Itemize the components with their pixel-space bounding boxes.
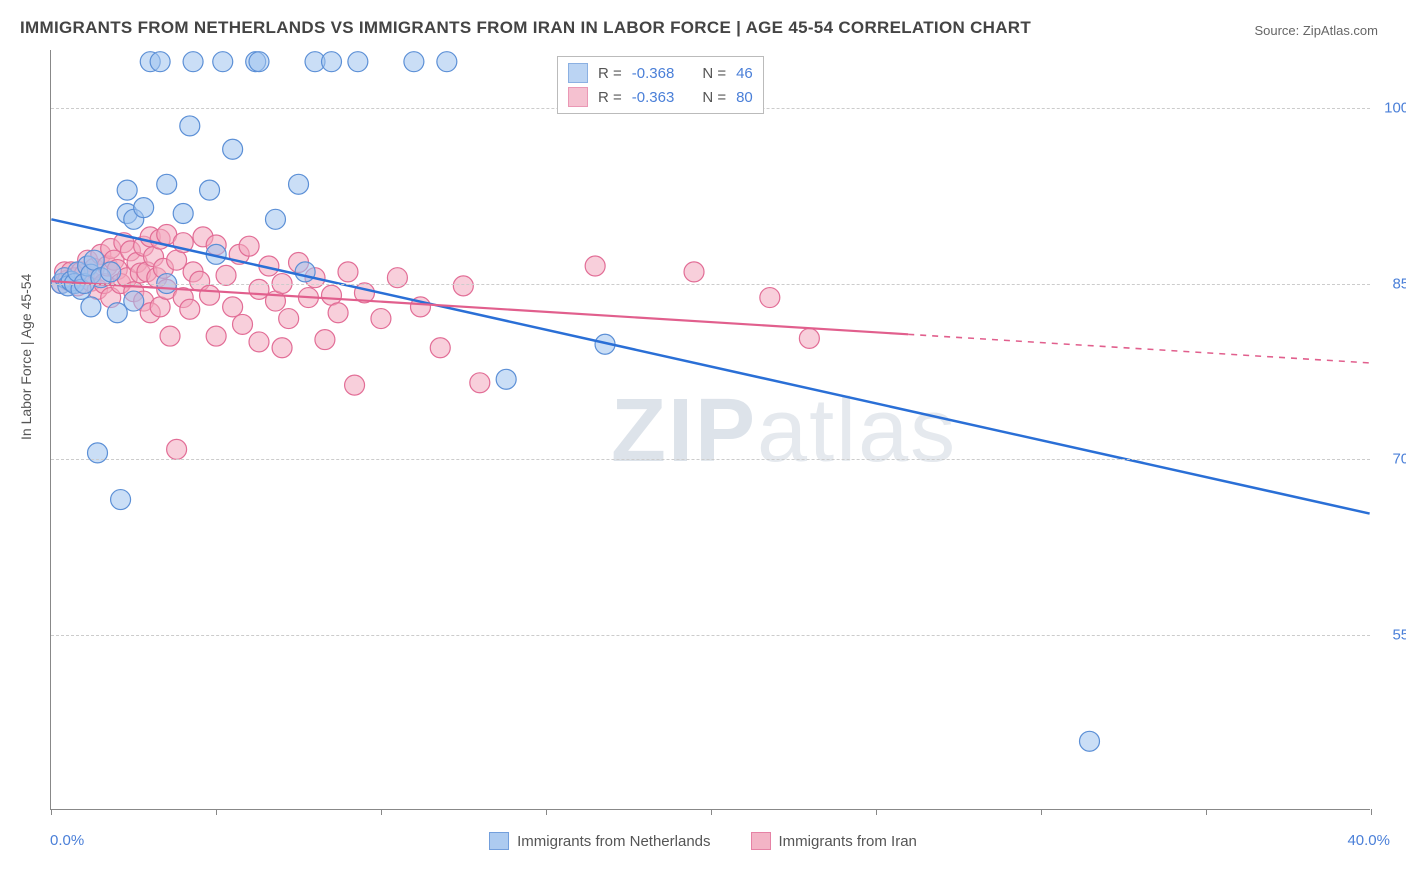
data-point — [216, 265, 236, 285]
x-tick — [381, 809, 382, 815]
stats-swatch — [568, 63, 588, 83]
data-point — [345, 375, 365, 395]
stats-row-netherlands: R = -0.368 N = 46 — [568, 61, 753, 85]
x-tick — [216, 809, 217, 815]
data-point — [585, 256, 605, 276]
data-point — [111, 490, 131, 510]
x-tick — [711, 809, 712, 815]
data-point — [684, 262, 704, 282]
legend-label-netherlands: Immigrants from Netherlands — [517, 833, 710, 850]
data-point — [124, 291, 144, 311]
stat-n-label: N = — [702, 89, 726, 106]
data-point — [173, 203, 193, 223]
legend-swatch-iran — [751, 832, 771, 850]
data-point — [223, 139, 243, 159]
stat-n-label: N = — [702, 65, 726, 82]
data-point — [160, 326, 180, 346]
data-point — [437, 52, 457, 72]
data-point — [239, 236, 259, 256]
legend-swatch-netherlands — [489, 832, 509, 850]
data-point — [101, 262, 121, 282]
stat-n-value: 80 — [736, 89, 753, 106]
stat-r-value: -0.368 — [632, 65, 675, 82]
data-point — [496, 369, 516, 389]
x-tick — [1206, 809, 1207, 815]
data-point — [117, 180, 137, 200]
x-tick — [51, 809, 52, 815]
data-point — [453, 276, 473, 296]
data-point — [328, 303, 348, 323]
trend-line — [51, 219, 1369, 513]
x-tick — [1041, 809, 1042, 815]
data-point — [322, 52, 342, 72]
source-name: ZipAtlas.com — [1303, 23, 1378, 38]
data-point — [799, 328, 819, 348]
data-point — [1080, 731, 1100, 751]
data-point — [404, 52, 424, 72]
data-point — [233, 314, 253, 334]
data-point — [157, 174, 177, 194]
legend-item-iran: Immigrants from Iran — [751, 832, 917, 850]
chart-title: IMMIGRANTS FROM NETHERLANDS VS IMMIGRANT… — [20, 18, 1031, 38]
data-point — [348, 52, 368, 72]
data-point — [167, 439, 187, 459]
stats-swatch — [568, 87, 588, 107]
y-tick-label: 85.0% — [1375, 275, 1406, 292]
gridline-h — [51, 284, 1370, 285]
data-point — [134, 198, 154, 218]
gridline-h — [51, 459, 1370, 460]
data-point — [295, 262, 315, 282]
plot-area: ZIPatlas 55.0%70.0%85.0%100.0% R =-0.368… — [50, 50, 1370, 810]
x-tick — [1371, 809, 1372, 815]
data-point — [371, 309, 391, 329]
data-point — [206, 326, 226, 346]
data-point — [279, 309, 299, 329]
chart-header: IMMIGRANTS FROM NETHERLANDS VS IMMIGRANT… — [0, 0, 1406, 46]
data-point — [249, 332, 269, 352]
y-tick-label: 55.0% — [1375, 626, 1406, 643]
x-tick — [546, 809, 547, 815]
source-attribution: Source: ZipAtlas.com — [1254, 23, 1378, 38]
data-point — [338, 262, 358, 282]
trend-line — [908, 334, 1369, 363]
stat-r-label: R = — [598, 65, 622, 82]
data-point — [265, 209, 285, 229]
data-point — [272, 338, 292, 358]
stat-r-value: -0.363 — [632, 89, 675, 106]
data-point — [760, 288, 780, 308]
data-point — [183, 52, 203, 72]
legend-label-iran: Immigrants from Iran — [779, 833, 917, 850]
data-point — [150, 52, 170, 72]
gridline-h — [51, 635, 1370, 636]
data-point — [470, 373, 490, 393]
stat-n-value: 46 — [736, 65, 753, 82]
stats-legend: R = -0.368 N = 46 R = -0.363 N = 80 — [557, 56, 764, 114]
data-point — [180, 299, 200, 319]
series-legend: Immigrants from Netherlands Immigrants f… — [0, 832, 1406, 850]
data-point — [200, 180, 220, 200]
data-point — [200, 285, 220, 305]
scatter-svg — [51, 50, 1370, 809]
data-point — [180, 116, 200, 136]
x-tick — [876, 809, 877, 815]
data-point — [223, 297, 243, 317]
data-point — [249, 52, 269, 72]
stats-row-iran: R = -0.363 N = 80 — [568, 85, 753, 109]
source-prefix: Source: — [1254, 23, 1302, 38]
data-point — [81, 297, 101, 317]
data-point — [430, 338, 450, 358]
y-tick-label: 100.0% — [1375, 100, 1406, 117]
data-point — [289, 174, 309, 194]
legend-item-netherlands: Immigrants from Netherlands — [489, 832, 710, 850]
data-point — [213, 52, 233, 72]
stat-r-label: R = — [598, 89, 622, 106]
y-tick-label: 70.0% — [1375, 451, 1406, 468]
y-axis-title: In Labor Force | Age 45-54 — [18, 274, 34, 440]
data-point — [315, 330, 335, 350]
